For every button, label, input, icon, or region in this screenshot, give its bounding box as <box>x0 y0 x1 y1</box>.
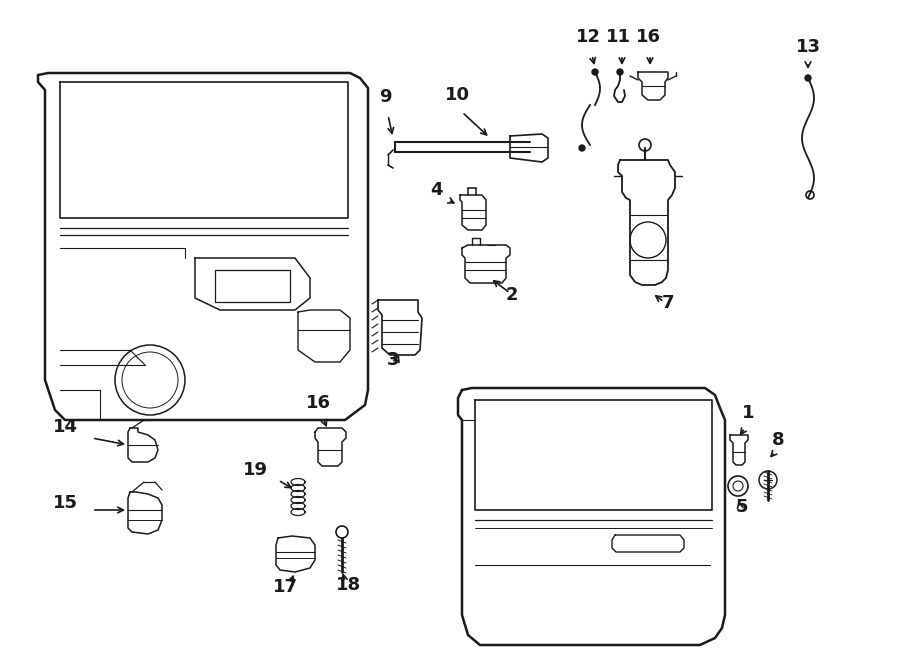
Circle shape <box>805 75 811 81</box>
Circle shape <box>592 69 598 75</box>
Text: 1: 1 <box>742 404 754 422</box>
Text: 9: 9 <box>379 88 392 106</box>
Text: 2: 2 <box>506 286 518 304</box>
Circle shape <box>579 145 585 151</box>
Text: 15: 15 <box>53 494 78 512</box>
Text: 3: 3 <box>387 351 400 369</box>
Text: 17: 17 <box>273 578 298 596</box>
Text: 7: 7 <box>662 294 674 312</box>
Text: 19: 19 <box>243 461 268 479</box>
Text: 12: 12 <box>575 28 600 46</box>
Text: 18: 18 <box>336 576 361 594</box>
Text: 5: 5 <box>736 498 748 516</box>
Circle shape <box>617 69 623 75</box>
Text: 10: 10 <box>445 86 470 104</box>
Text: 16: 16 <box>635 28 661 46</box>
Text: 14: 14 <box>53 418 78 436</box>
Text: 16: 16 <box>305 394 330 412</box>
Text: 4: 4 <box>430 181 442 199</box>
Text: 13: 13 <box>796 38 821 56</box>
Text: 8: 8 <box>771 431 784 449</box>
Text: 11: 11 <box>606 28 631 46</box>
